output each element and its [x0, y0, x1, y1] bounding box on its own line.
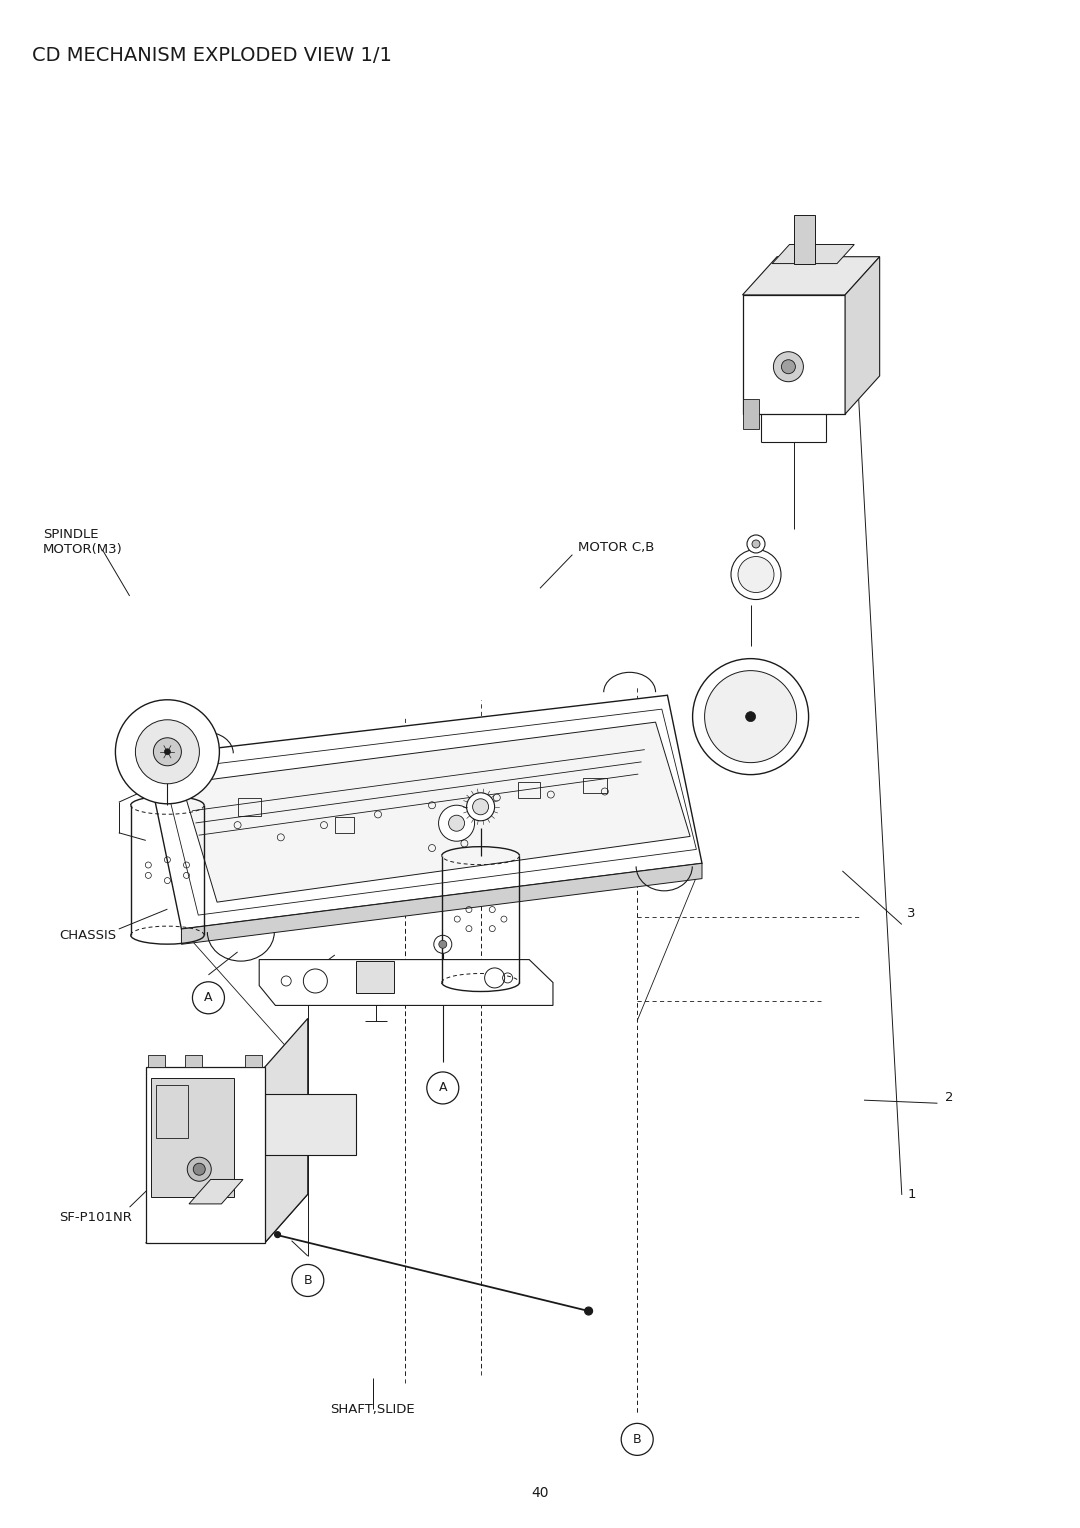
- Polygon shape: [772, 244, 854, 264]
- Polygon shape: [245, 1054, 262, 1067]
- Circle shape: [292, 1265, 324, 1296]
- Text: CD MECHANISM EXPLODED VIEW 1/1: CD MECHANISM EXPLODED VIEW 1/1: [32, 46, 392, 64]
- Text: B: B: [633, 1433, 642, 1445]
- Circle shape: [135, 720, 200, 784]
- Polygon shape: [148, 1054, 165, 1067]
- Circle shape: [773, 351, 804, 382]
- Text: B: B: [303, 1274, 312, 1287]
- Circle shape: [164, 749, 171, 755]
- Circle shape: [438, 940, 447, 949]
- Circle shape: [745, 712, 756, 721]
- Polygon shape: [181, 723, 690, 902]
- Circle shape: [192, 983, 225, 1013]
- Circle shape: [747, 535, 765, 553]
- Circle shape: [738, 556, 774, 593]
- Circle shape: [485, 967, 504, 989]
- Circle shape: [704, 671, 797, 762]
- Circle shape: [427, 1073, 459, 1103]
- Polygon shape: [794, 215, 815, 264]
- Circle shape: [473, 799, 488, 814]
- Text: SF-P101NR: SF-P101NR: [59, 1212, 132, 1224]
- Polygon shape: [259, 960, 553, 1005]
- Polygon shape: [356, 961, 394, 993]
- Circle shape: [274, 1232, 281, 1238]
- Circle shape: [153, 738, 181, 766]
- Circle shape: [752, 539, 760, 549]
- Text: 2: 2: [945, 1091, 954, 1103]
- Polygon shape: [181, 863, 702, 944]
- Polygon shape: [743, 257, 879, 295]
- Circle shape: [782, 359, 795, 374]
- Polygon shape: [265, 1094, 356, 1155]
- Circle shape: [193, 1163, 205, 1175]
- Circle shape: [692, 659, 809, 775]
- Text: SPINDLE
MOTOR(M3): SPINDLE MOTOR(M3): [43, 529, 123, 556]
- Circle shape: [731, 550, 781, 599]
- Text: SHAFT,SLIDE: SHAFT,SLIDE: [330, 1403, 415, 1416]
- Text: MOTOR C,B: MOTOR C,B: [578, 541, 654, 553]
- Text: CHASSIS: CHASSIS: [59, 929, 117, 941]
- Text: 3: 3: [907, 908, 916, 920]
- Polygon shape: [146, 1067, 265, 1244]
- Circle shape: [584, 1306, 593, 1316]
- Circle shape: [467, 793, 495, 821]
- Circle shape: [303, 969, 327, 993]
- Polygon shape: [846, 257, 879, 414]
- Text: A: A: [438, 1082, 447, 1094]
- Circle shape: [434, 935, 451, 953]
- Polygon shape: [189, 1180, 243, 1204]
- Polygon shape: [150, 1077, 233, 1198]
- Text: A: A: [204, 992, 213, 1004]
- Circle shape: [438, 805, 474, 842]
- Polygon shape: [743, 399, 759, 429]
- Polygon shape: [265, 1018, 308, 1244]
- Polygon shape: [146, 695, 702, 929]
- Polygon shape: [146, 1195, 308, 1244]
- Circle shape: [448, 816, 464, 831]
- Polygon shape: [743, 295, 846, 414]
- Circle shape: [187, 1157, 212, 1181]
- Text: 1: 1: [907, 1189, 916, 1201]
- Circle shape: [621, 1424, 653, 1455]
- Circle shape: [116, 700, 219, 804]
- Text: 40: 40: [531, 1485, 549, 1500]
- Polygon shape: [185, 1054, 202, 1067]
